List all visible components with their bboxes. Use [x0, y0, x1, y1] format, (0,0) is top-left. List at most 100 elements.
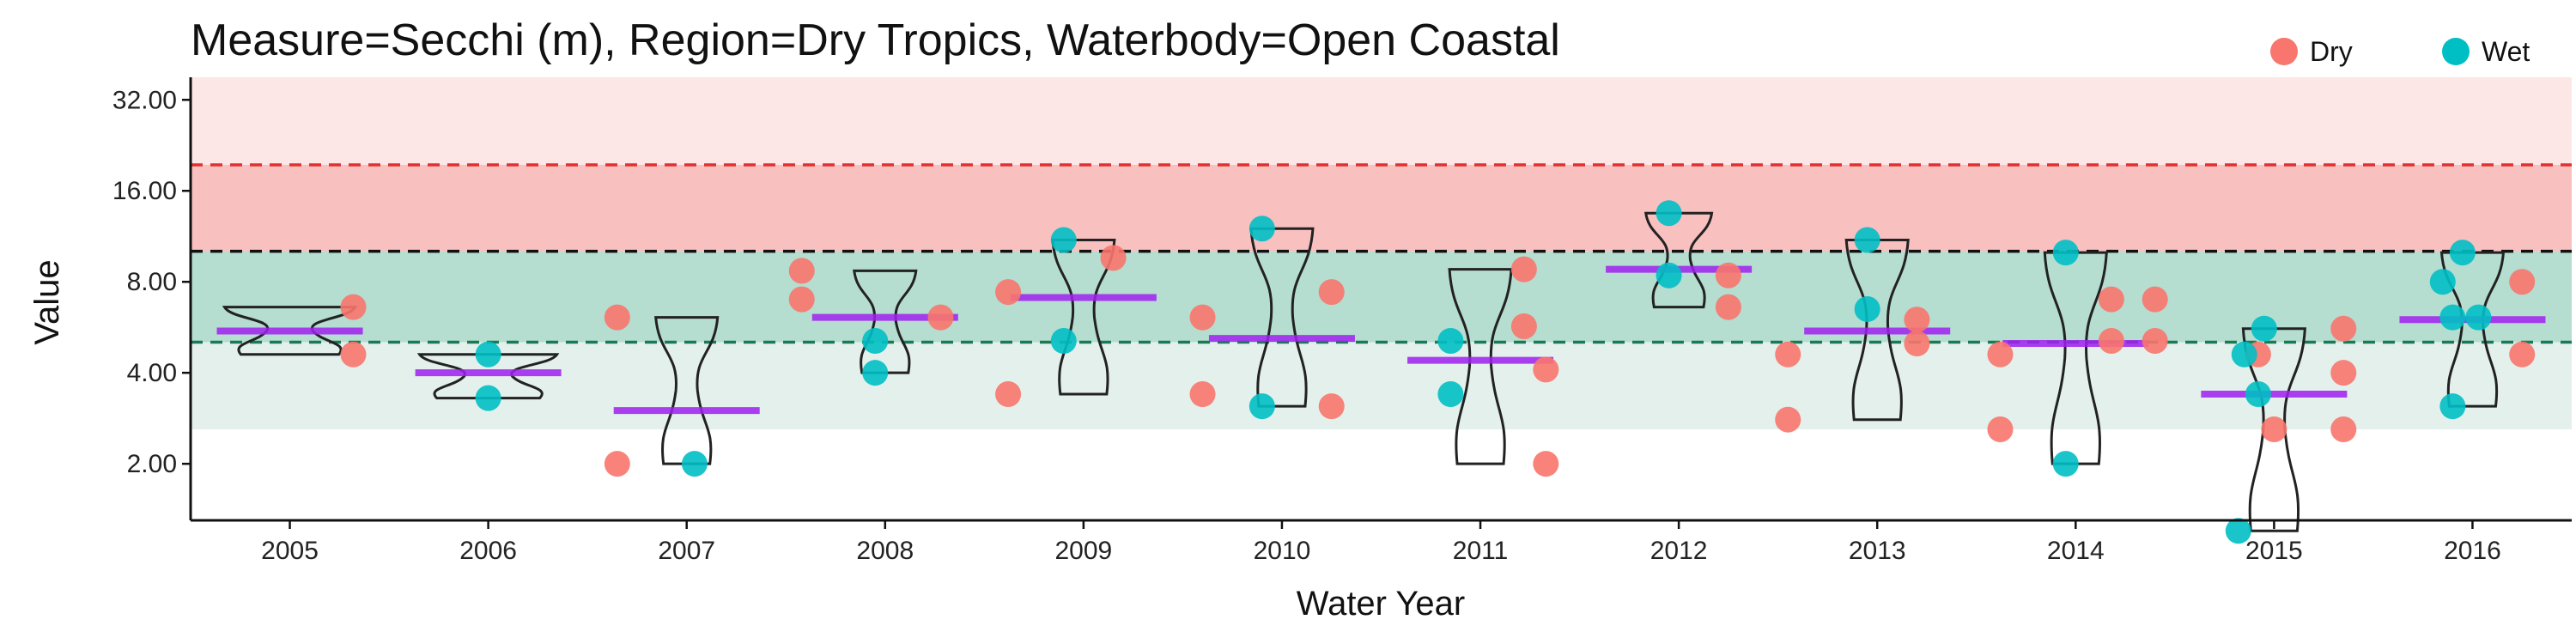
x-tick-label-2011: 2011 — [1453, 537, 1509, 565]
legend-label-dry: Dry — [2310, 36, 2353, 67]
point-wet-2015-19 — [2245, 381, 2271, 408]
y-tick-label-0: 2.00 — [127, 450, 177, 478]
point-wet-2010-8 — [1249, 393, 1275, 420]
point-dry-2009-8 — [995, 381, 1022, 408]
point-wet-2016-23 — [2465, 304, 2492, 331]
point-wet-2012-11 — [1656, 200, 1682, 227]
legend-label-wet: Wet — [2482, 36, 2530, 67]
point-dry-2008-6 — [927, 304, 954, 331]
point-dry-2009-7 — [995, 279, 1022, 306]
point-dry-2014-29 — [2142, 328, 2168, 355]
legend-swatch-wet — [2442, 38, 2470, 65]
point-dry-2005-1 — [340, 341, 367, 368]
point-wet-2015-20 — [2225, 518, 2251, 544]
point-dry-2008-5 — [788, 286, 815, 313]
band-1 — [191, 251, 2572, 343]
point-wet-2015-18 — [2231, 341, 2257, 368]
violin-2009 — [1051, 239, 1116, 396]
x-tick-label-2014: 2014 — [2047, 537, 2105, 565]
point-wet-2011-9 — [1437, 328, 1464, 355]
point-dry-2010-10 — [1189, 304, 1216, 331]
band-3 — [191, 77, 2572, 165]
point-wet-2013-13 — [1854, 227, 1880, 253]
point-dry-2010-11 — [1189, 381, 1216, 408]
point-dry-2011-17 — [1533, 451, 1559, 477]
point-dry-2014-26 — [2098, 286, 2124, 313]
point-dry-2016-36 — [2509, 341, 2536, 368]
point-dry-2015-33 — [2330, 360, 2357, 386]
data-points — [340, 200, 2536, 544]
y-axis-title: Value — [28, 259, 66, 344]
point-wet-2016-22 — [2439, 304, 2466, 331]
violin-2012 — [1644, 211, 1714, 309]
y-tick-label-3: 16.00 — [112, 177, 177, 205]
point-wet-2009-5 — [1050, 227, 1077, 253]
violin-2016 — [2439, 251, 2506, 408]
x-tick-label-2005: 2005 — [261, 537, 319, 565]
point-dry-2005-0 — [340, 294, 367, 320]
y-tick-label-2: 8.00 — [127, 268, 177, 296]
point-dry-2014-25 — [1987, 416, 2014, 443]
point-wet-2010-7 — [1249, 216, 1275, 242]
point-dry-2013-23 — [1904, 331, 1930, 357]
violin-2010 — [1249, 227, 1315, 408]
x-tick-label-2010: 2010 — [1254, 537, 1311, 565]
point-wet-2006-0 — [475, 341, 501, 368]
axes: 2.00 4.00 8.00 16.00 32.00 2005 2006 2007 2008 20… — [112, 77, 2572, 565]
violin-2006 — [416, 353, 560, 400]
background-bands — [191, 77, 2572, 430]
x-tick-label-2016: 2016 — [2444, 537, 2501, 565]
violin-2007 — [654, 316, 720, 465]
point-dry-2015-32 — [2330, 315, 2357, 342]
chart-title: Measure=Secchi (m), Region=Dry Tropics, … — [191, 15, 1560, 65]
point-dry-2013-22 — [1904, 307, 1930, 333]
point-dry-2011-16 — [1533, 356, 1559, 383]
x-tick-label-2015: 2015 — [2245, 537, 2303, 565]
point-dry-2011-15 — [1510, 313, 1537, 340]
point-dry-2009-9 — [1100, 245, 1127, 271]
point-wet-2014-16 — [2052, 451, 2079, 477]
legend: Dry Wet — [2270, 36, 2530, 67]
violin-2014 — [2043, 251, 2108, 465]
band-2 — [191, 164, 2572, 252]
x-tick-label-2008: 2008 — [856, 537, 914, 565]
y-tick-label-4: 32.00 — [112, 86, 177, 114]
point-dry-2013-21 — [1775, 406, 1801, 433]
point-wet-2006-1 — [475, 385, 501, 411]
point-wet-2016-21 — [2429, 269, 2456, 295]
point-dry-2007-3 — [604, 451, 630, 477]
point-wet-2016-25 — [2439, 393, 2466, 420]
violin-2011 — [1448, 268, 1513, 465]
point-dry-2010-13 — [1318, 393, 1345, 420]
point-wet-2013-14 — [1854, 295, 1880, 322]
point-dry-2008-4 — [788, 258, 815, 284]
point-wet-2014-15 — [2052, 240, 2079, 266]
x-tick-label-2006: 2006 — [459, 537, 517, 565]
violin-2008 — [853, 269, 918, 374]
point-dry-2016-35 — [2509, 269, 2536, 295]
x-tick-label-2012: 2012 — [1650, 537, 1708, 565]
band-0 — [191, 342, 2572, 430]
point-wet-2008-4 — [862, 360, 889, 386]
point-wet-2008-3 — [862, 328, 889, 355]
x-tick-label-2009: 2009 — [1055, 537, 1113, 565]
point-wet-2009-6 — [1050, 328, 1077, 355]
x-axis-title: Water Year — [1297, 585, 1465, 623]
point-dry-2007-2 — [604, 304, 630, 331]
point-dry-2011-14 — [1510, 256, 1537, 283]
point-dry-2015-31 — [2261, 416, 2287, 443]
point-dry-2014-27 — [2098, 328, 2124, 355]
violin-2005 — [222, 306, 358, 356]
point-wet-2011-10 — [1437, 381, 1464, 408]
reference-lines — [191, 163, 2572, 344]
point-wet-2007-2 — [681, 451, 708, 477]
x-tick-label-2013: 2013 — [1849, 537, 1906, 565]
point-dry-2014-28 — [2142, 286, 2168, 313]
point-dry-2015-34 — [2330, 416, 2357, 443]
point-wet-2016-24 — [2449, 240, 2476, 266]
point-dry-2013-20 — [1775, 341, 1801, 368]
point-dry-2014-24 — [1987, 341, 2014, 368]
point-wet-2015-17 — [2251, 315, 2277, 342]
